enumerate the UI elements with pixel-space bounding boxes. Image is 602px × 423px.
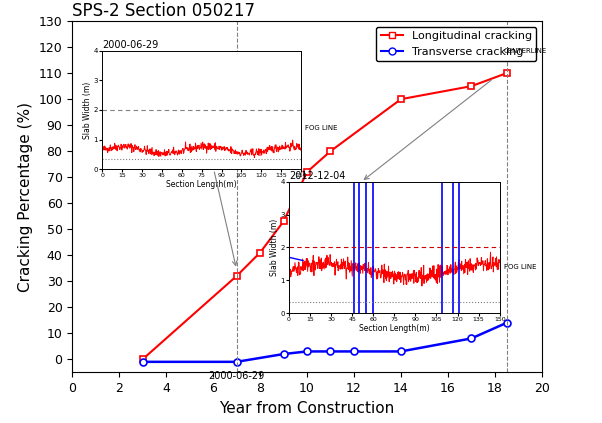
Text: FOG LINE: FOG LINE — [305, 125, 338, 131]
Text: CENTERLINE: CENTERLINE — [504, 48, 547, 54]
Text: 2000-06-29: 2000-06-29 — [102, 40, 158, 50]
Text: SPS-2 Section 050217: SPS-2 Section 050217 — [72, 2, 255, 19]
Text: FOG LINE: FOG LINE — [504, 264, 536, 270]
Text: 2012-12-04: 2012-12-04 — [438, 50, 495, 60]
Legend: Longitudinal cracking, Transverse cracking: Longitudinal cracking, Transverse cracki… — [376, 27, 536, 61]
Y-axis label: Slab Width (m): Slab Width (m) — [83, 81, 92, 139]
Y-axis label: Slab Width (m): Slab Width (m) — [270, 219, 279, 276]
Y-axis label: Cracking Percentage (%): Cracking Percentage (%) — [18, 102, 33, 292]
Text: 2012-12-04: 2012-12-04 — [289, 171, 346, 181]
X-axis label: Year from Construction: Year from Construction — [219, 401, 395, 415]
X-axis label: Section Length(m): Section Length(m) — [166, 180, 237, 189]
X-axis label: Section Length(m): Section Length(m) — [359, 324, 430, 332]
Text: 2000-06-29: 2000-06-29 — [208, 371, 265, 381]
